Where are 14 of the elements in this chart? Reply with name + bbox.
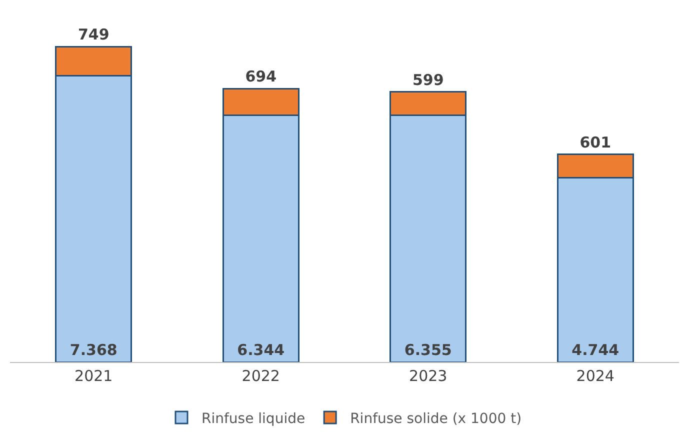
data-label: 749 xyxy=(78,26,110,44)
x-tick-label: 2023 xyxy=(409,367,448,385)
data-label: 6.355 xyxy=(404,341,452,359)
data-label: 7.368 xyxy=(70,341,118,359)
legend-label: Rinfuse liquide xyxy=(202,410,306,427)
legend-label: Rinfuse solide (x 1000 t) xyxy=(350,410,522,427)
data-label: 6.344 xyxy=(237,341,285,359)
x-tick-label: 2022 xyxy=(242,367,280,385)
data-label: 4.744 xyxy=(572,341,620,359)
data-label: 601 xyxy=(580,133,612,152)
x-tick-label: 2021 xyxy=(74,367,113,385)
data-label: 599 xyxy=(412,70,444,89)
data-label: 694 xyxy=(245,68,277,86)
x-tick-label: 2024 xyxy=(576,367,614,385)
